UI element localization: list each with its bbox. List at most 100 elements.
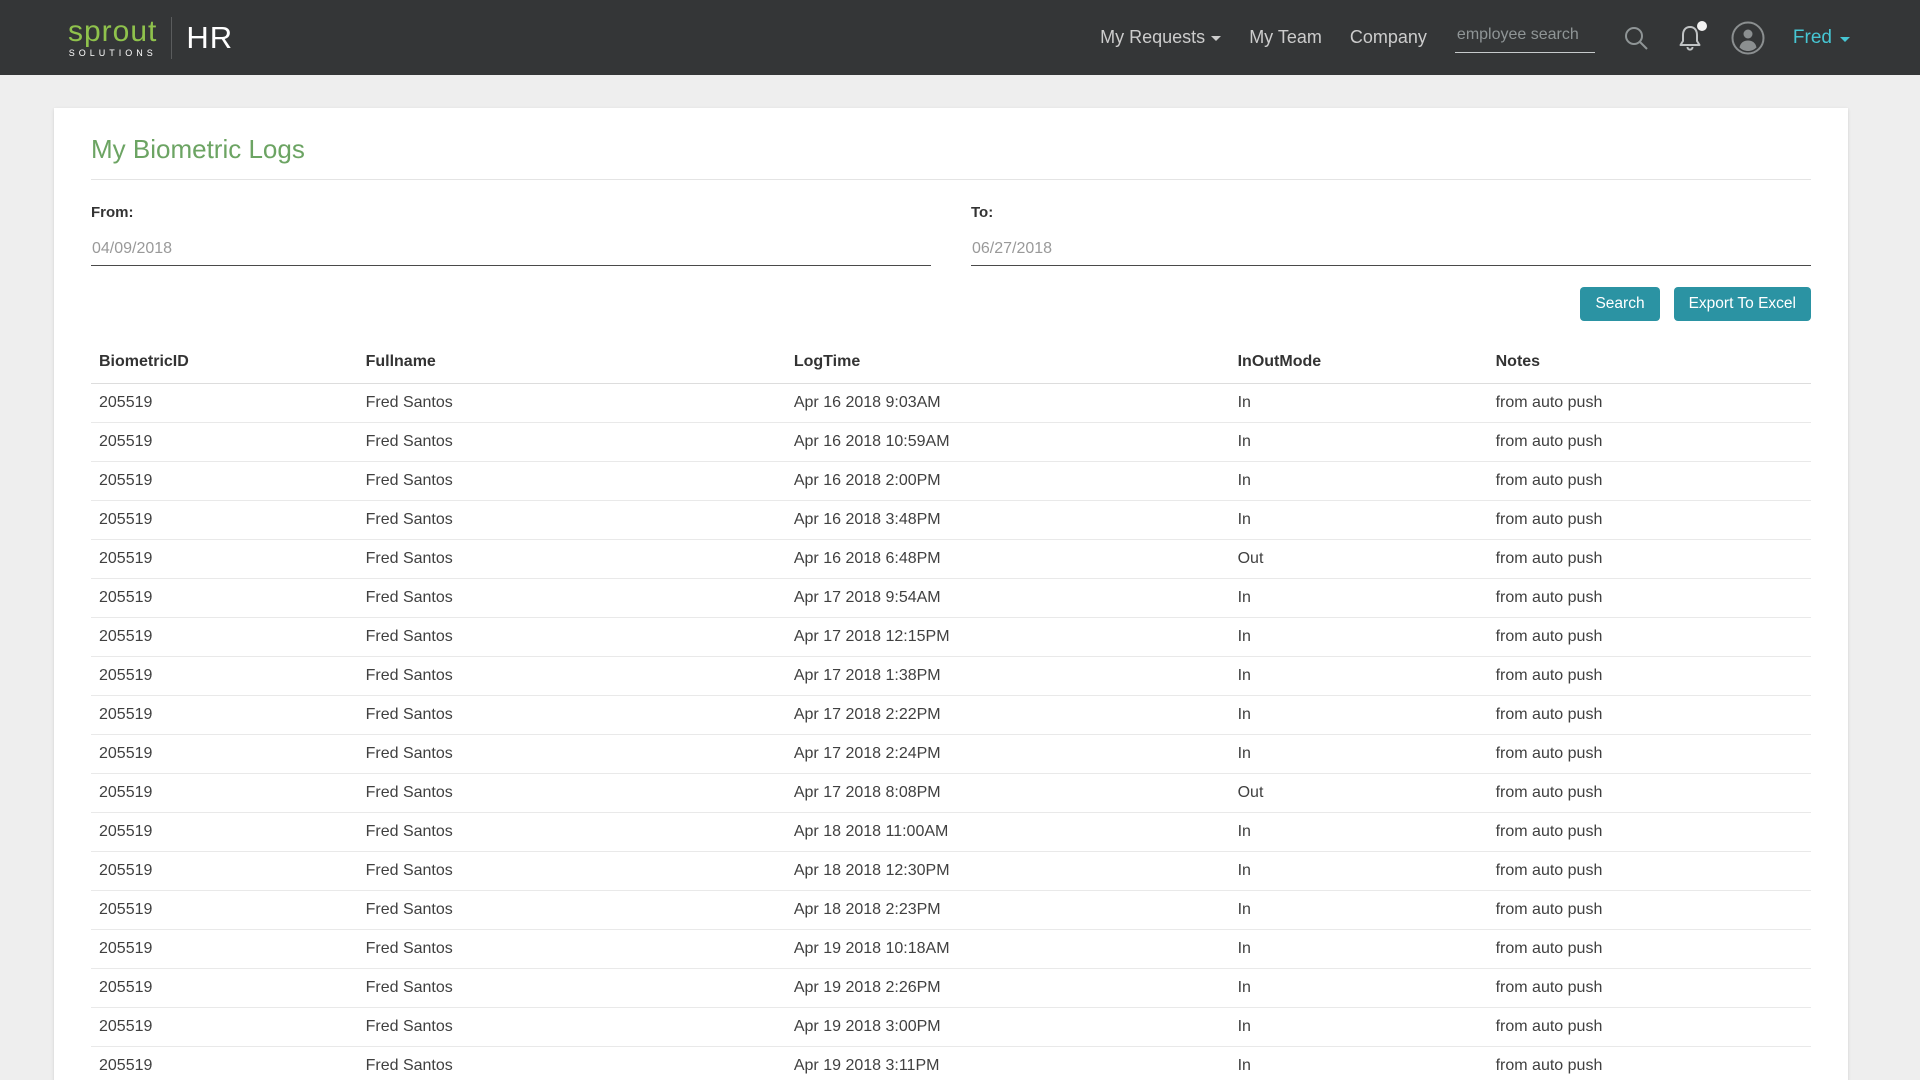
cell-notes: from auto push bbox=[1487, 1007, 1811, 1047]
user-dropdown[interactable]: Fred bbox=[1793, 27, 1850, 49]
cell-log-time: Apr 16 2018 6:48PM bbox=[785, 539, 1230, 579]
brand-product: HR bbox=[186, 19, 234, 55]
nav-item-label: My Requests bbox=[1100, 27, 1206, 47]
to-date-input[interactable] bbox=[971, 240, 1811, 266]
cell-log-time: Apr 19 2018 10:18AM bbox=[785, 929, 1230, 969]
cell-notes: from auto push bbox=[1487, 734, 1811, 774]
avatar-icon bbox=[1731, 21, 1765, 54]
cell-log-time: Apr 17 2018 1:38PM bbox=[785, 656, 1230, 696]
cell-log-time: Apr 17 2018 9:54AM bbox=[785, 578, 1230, 618]
search-icon bbox=[1624, 26, 1648, 50]
cell-biometric-id: 205519 bbox=[91, 1007, 358, 1047]
cell-notes: from auto push bbox=[1487, 383, 1811, 423]
chevron-down-icon bbox=[1211, 36, 1222, 41]
cell-in-out-mode: In bbox=[1229, 812, 1488, 852]
cell-notes: from auto push bbox=[1487, 617, 1811, 657]
table-row: 205519 Fred Santos Apr 18 2018 12:30PM In fr… bbox=[91, 851, 1811, 891]
cell-in-out-mode: In bbox=[1229, 578, 1488, 618]
cell-fullname: Fred Santos bbox=[357, 812, 786, 852]
col-header-biometric-id: BiometricID bbox=[91, 343, 358, 384]
user-name: Fred bbox=[1792, 26, 1832, 48]
table-body: 205519 Fred Santos Apr 16 2018 9:03AM In fro… bbox=[91, 383, 1811, 1080]
cell-in-out-mode: Out bbox=[1229, 539, 1488, 579]
table-row: 205519 Fred Santos Apr 16 2018 2:00PM In fro… bbox=[91, 461, 1811, 501]
col-header-fullname: Fullname bbox=[357, 343, 786, 384]
cell-fullname: Fred Santos bbox=[357, 578, 786, 618]
nav-item-label: Company bbox=[1349, 27, 1427, 47]
nav-item-company[interactable]: Company bbox=[1350, 27, 1427, 48]
table-row: 205519 Fred Santos Apr 16 2018 3:48PM In fro… bbox=[91, 500, 1811, 540]
notification-badge bbox=[1696, 20, 1707, 31]
cell-biometric-id: 205519 bbox=[91, 968, 358, 1008]
cell-notes: from auto push bbox=[1487, 656, 1811, 696]
table-row: 205519 Fred Santos Apr 17 2018 2:22PM In fro… bbox=[91, 695, 1811, 735]
cell-biometric-id: 205519 bbox=[91, 461, 358, 501]
cell-notes: from auto push bbox=[1487, 539, 1811, 579]
table-row: 205519 Fred Santos Apr 16 2018 9:03AM In fro… bbox=[91, 383, 1811, 423]
nav-item-my-team[interactable]: My Team bbox=[1249, 27, 1322, 48]
cell-in-out-mode: In bbox=[1229, 422, 1488, 462]
notifications-button[interactable] bbox=[1677, 20, 1707, 52]
table-row: 205519 Fred Santos Apr 18 2018 11:00AM In fr… bbox=[91, 812, 1811, 852]
cell-log-time: Apr 19 2018 2:26PM bbox=[785, 968, 1230, 1008]
cell-in-out-mode: In bbox=[1229, 1007, 1488, 1047]
search-button-main[interactable]: Search bbox=[1580, 287, 1660, 321]
cell-log-time: Apr 18 2018 12:30PM bbox=[785, 851, 1230, 891]
export-to-excel-button[interactable]: Export To Excel bbox=[1673, 287, 1811, 321]
cell-notes: from auto push bbox=[1487, 1046, 1811, 1080]
cell-in-out-mode: Out bbox=[1229, 773, 1488, 813]
table-row: 205519 Fred Santos Apr 16 2018 10:59AM In fr… bbox=[91, 422, 1811, 462]
nav-item-label: My Team bbox=[1249, 27, 1322, 47]
from-date-input[interactable] bbox=[91, 240, 931, 266]
from-label: From: bbox=[91, 204, 134, 221]
cell-fullname: Fred Santos bbox=[357, 929, 786, 969]
cell-log-time: Apr 17 2018 2:24PM bbox=[785, 734, 1230, 774]
cell-fullname: Fred Santos bbox=[357, 617, 786, 657]
cell-biometric-id: 205519 bbox=[91, 734, 358, 774]
brand-logo[interactable]: sprout SOLUTIONS HR bbox=[68, 16, 234, 59]
cell-log-time: Apr 19 2018 3:11PM bbox=[785, 1046, 1230, 1080]
employee-search bbox=[1454, 22, 1595, 53]
cell-fullname: Fred Santos bbox=[357, 773, 786, 813]
page-title: My Biometric Logs bbox=[91, 134, 1811, 180]
col-header-in-out-mode: InOutMode bbox=[1229, 343, 1488, 384]
brand-name: sprout bbox=[68, 15, 158, 48]
cell-log-time: Apr 16 2018 10:59AM bbox=[785, 422, 1230, 462]
bell-icon bbox=[1679, 25, 1701, 51]
table-row: 205519 Fred Santos Apr 17 2018 8:08PM Out fr… bbox=[91, 773, 1811, 813]
from-date-field: From: bbox=[91, 204, 931, 266]
cell-notes: from auto push bbox=[1487, 773, 1811, 813]
cell-in-out-mode: In bbox=[1229, 617, 1488, 657]
top-navbar: sprout SOLUTIONS HR My Requests My Team … bbox=[0, 0, 1920, 75]
cell-in-out-mode: In bbox=[1229, 734, 1488, 774]
cell-biometric-id: 205519 bbox=[91, 773, 358, 813]
nav-menu: My Requests My Team Company bbox=[1100, 20, 1850, 55]
table-row: 205519 Fred Santos Apr 19 2018 3:11PM In fro… bbox=[91, 1046, 1811, 1080]
table-row: 205519 Fred Santos Apr 17 2018 2:24PM In fro… bbox=[91, 734, 1811, 774]
cell-notes: from auto push bbox=[1487, 851, 1811, 891]
cell-in-out-mode: In bbox=[1229, 929, 1488, 969]
cell-biometric-id: 205519 bbox=[91, 1046, 358, 1080]
chevron-down-icon bbox=[1840, 36, 1850, 42]
sprout-logo: sprout SOLUTIONS bbox=[68, 17, 157, 58]
employee-search-input[interactable] bbox=[1454, 22, 1595, 53]
cell-in-out-mode: In bbox=[1229, 890, 1488, 930]
profile-avatar[interactable] bbox=[1731, 21, 1765, 55]
cell-notes: from auto push bbox=[1487, 578, 1811, 618]
search-button[interactable] bbox=[1623, 25, 1649, 51]
table-row: 205519 Fred Santos Apr 19 2018 10:18AM In fr… bbox=[91, 929, 1811, 969]
cell-fullname: Fred Santos bbox=[357, 695, 786, 735]
cell-biometric-id: 205519 bbox=[91, 812, 358, 852]
table-row: 205519 Fred Santos Apr 16 2018 6:48PM Out fr… bbox=[91, 539, 1811, 579]
cell-biometric-id: 205519 bbox=[91, 383, 358, 423]
cell-in-out-mode: In bbox=[1229, 1046, 1488, 1080]
cell-fullname: Fred Santos bbox=[357, 1046, 786, 1080]
cell-log-time: Apr 16 2018 2:00PM bbox=[785, 461, 1230, 501]
date-filters: From: To: bbox=[91, 204, 1811, 266]
cell-notes: from auto push bbox=[1487, 461, 1811, 501]
table-row: 205519 Fred Santos Apr 19 2018 3:00PM In fro… bbox=[91, 1007, 1811, 1047]
cell-notes: from auto push bbox=[1487, 422, 1811, 462]
cell-in-out-mode: In bbox=[1229, 461, 1488, 501]
nav-item-my-requests[interactable]: My Requests bbox=[1100, 27, 1222, 48]
cell-fullname: Fred Santos bbox=[357, 422, 786, 462]
